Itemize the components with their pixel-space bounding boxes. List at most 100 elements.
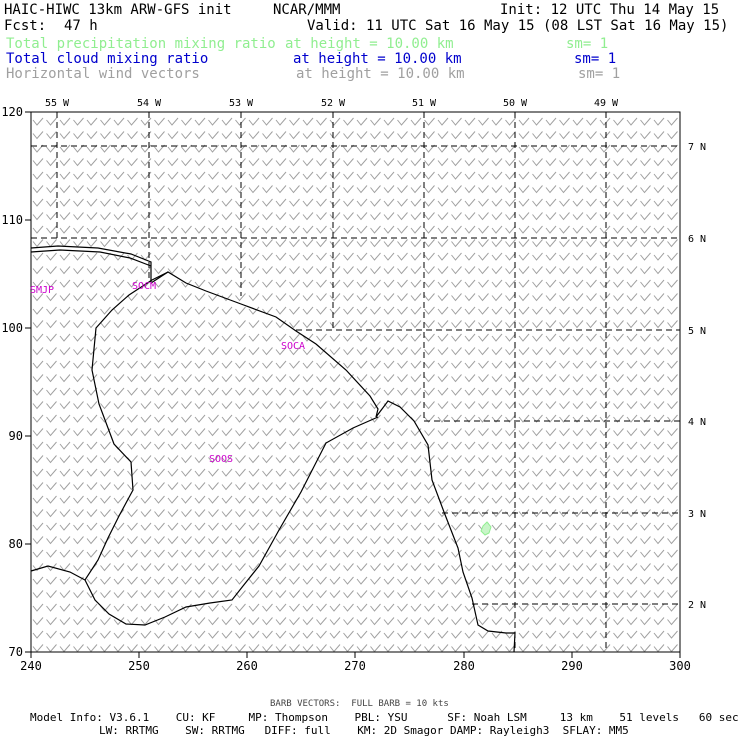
wind-barb (370, 347, 381, 356)
wind-barb (586, 522, 597, 531)
wind-barb (478, 644, 489, 653)
wind-barb (32, 279, 44, 288)
wind-barb (167, 603, 179, 612)
wind-barb (640, 279, 651, 288)
wind-barb (262, 590, 273, 599)
wind-barb (545, 630, 557, 639)
wind-barb (464, 198, 476, 207)
wind-barb (559, 549, 570, 558)
wind-barb (127, 590, 138, 599)
wind-barb (410, 293, 422, 302)
wind-barb (343, 144, 354, 153)
x-tick-label-250: 250 (128, 659, 150, 673)
wind-barb (383, 171, 395, 180)
wind-barb (451, 333, 462, 342)
wind-barb (667, 374, 678, 383)
wind-barb (505, 441, 516, 450)
wind-barb (586, 468, 597, 477)
wind-barb (383, 252, 395, 261)
wind-barb (478, 158, 489, 167)
wind-barb (181, 198, 192, 207)
wind-barb (586, 455, 597, 464)
wind-barb (532, 144, 543, 153)
wind-barb (208, 495, 219, 504)
wind-barb (167, 468, 179, 477)
wind-barb (505, 117, 516, 126)
wind-barb (518, 360, 530, 369)
wind-barb (572, 441, 584, 450)
wind-barb (343, 603, 354, 612)
wind-barb (32, 590, 44, 599)
wind-barb (424, 212, 435, 221)
wind-barb (181, 468, 192, 477)
wind-barb (100, 590, 111, 599)
wind-barb (302, 252, 314, 261)
wind-barb (626, 279, 638, 288)
wind-barb (248, 158, 260, 167)
wind-barb (599, 617, 611, 626)
wind-barb (667, 468, 678, 477)
wind-barb (140, 482, 152, 491)
wind-barb (154, 185, 165, 194)
wind-barb (46, 617, 57, 626)
lon-label-49w: 49 W (594, 98, 619, 109)
wind-barb (397, 185, 408, 194)
wind-barb (370, 644, 381, 653)
wind-barb (154, 603, 165, 612)
wind-barb (599, 509, 611, 518)
wind-barb (410, 239, 422, 248)
wind-barb (343, 455, 354, 464)
wind-barb (262, 144, 273, 153)
lat-label-2n: 2 N (688, 600, 706, 611)
wind-barb (356, 441, 368, 450)
wind-barb (397, 590, 408, 599)
wind-barb (113, 185, 125, 194)
wind-barb (181, 495, 192, 504)
wind-barb (208, 252, 219, 261)
wind-barb (532, 617, 543, 626)
wind-barb (613, 306, 624, 315)
wind-barb (329, 293, 341, 302)
wind-barb (154, 320, 165, 329)
wind-barb (289, 576, 300, 585)
wind-barb (289, 441, 300, 450)
wind-barb (397, 536, 408, 545)
wind-barb (275, 212, 287, 221)
wind-barb (73, 536, 84, 545)
wind-barb (613, 117, 624, 126)
wind-barb (478, 468, 489, 477)
wind-barb (532, 171, 543, 180)
wind-barb (613, 441, 624, 450)
wind-barb (221, 509, 233, 518)
wind-barb (383, 590, 395, 599)
wind-barb (302, 563, 314, 572)
wind-barb (505, 495, 516, 504)
y-axis (25, 111, 31, 653)
wind-barb (491, 293, 503, 302)
wind-barb (329, 401, 341, 410)
wind-barb (464, 225, 476, 234)
wind-barb (397, 252, 408, 261)
wind-barb (208, 509, 219, 518)
wind-barb (572, 252, 584, 261)
wind-barb (518, 347, 530, 356)
lat-label-4n: 4 N (688, 417, 706, 428)
wind-barb (653, 279, 665, 288)
wind-barb (370, 252, 381, 261)
wind-barb (586, 158, 597, 167)
wind-barb (451, 185, 462, 194)
wind-barb (491, 266, 503, 275)
wind-barb (478, 536, 489, 545)
wind-barb (640, 428, 651, 437)
wind-barb (505, 293, 516, 302)
wind-barb (572, 468, 584, 477)
wind-barb (316, 279, 327, 288)
wind-barb (667, 293, 678, 302)
wind-barb (275, 522, 287, 531)
wind-barb (194, 590, 206, 599)
wind-barb (518, 590, 530, 599)
wind-barb (613, 549, 624, 558)
wind-barb (275, 266, 287, 275)
wind-barb (532, 279, 543, 288)
wind-barb (505, 617, 516, 626)
